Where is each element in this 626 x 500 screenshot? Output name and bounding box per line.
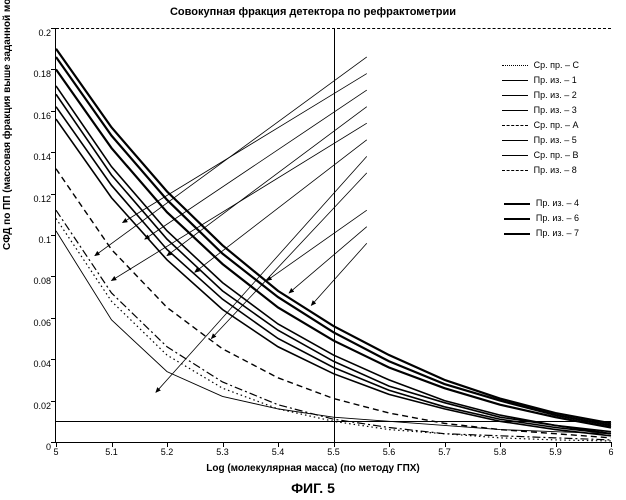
legend-item-C: Ср. пр. – C <box>502 58 579 73</box>
vertical-ref-line <box>334 28 335 442</box>
y-tick-label: 0.02 <box>33 401 56 411</box>
legend-swatch <box>502 65 528 66</box>
legend-item-4: Пр. из. – 4 <box>504 196 579 211</box>
y-tick-label: 0.06 <box>33 318 56 328</box>
legend-group-1: Пр. из. – 4Пр. из. – 6Пр. из. – 7 <box>504 196 579 241</box>
legend-item-6: Пр. из. – 6 <box>504 211 579 226</box>
legend-label: Пр. из. – 2 <box>534 88 577 103</box>
legend-label: Ср. пр. – C <box>534 58 579 73</box>
callout-arrow <box>156 156 367 392</box>
legend-label: Пр. из. – 7 <box>536 226 579 241</box>
legend-item-2: Пр. из. – 2 <box>502 88 579 103</box>
legend-item-3: Пр. из. – 3 <box>502 103 579 118</box>
legend-swatch <box>502 170 528 171</box>
legend-swatch <box>502 110 528 111</box>
y-tick-label: 0.04 <box>33 359 56 369</box>
y-tick-label: 0.16 <box>33 111 56 121</box>
y-tick-label: 0.18 <box>33 69 56 79</box>
legend-swatch <box>502 80 528 81</box>
legend-item-5: Пр. из. – 5 <box>502 133 579 148</box>
legend-label: Пр. из. – 6 <box>536 211 579 226</box>
y-axis-label: СФД по ПП (массовая фракция выше заданно… <box>2 0 13 250</box>
legend-label: Пр. из. – 8 <box>534 163 577 178</box>
legend-swatch <box>502 140 528 141</box>
y-tick-label: 0.12 <box>33 194 56 204</box>
legend-item-B: Ср. пр. – B <box>502 148 579 163</box>
legend-swatch <box>502 155 528 156</box>
figure-caption: ФИГ. 5 <box>0 480 626 496</box>
legend-label: Ср. пр. – A <box>534 118 579 133</box>
x-axis-label: Log (молекулярная масса) (по методу ГПХ) <box>0 463 626 474</box>
legend-label: Ср. пр. – B <box>534 148 579 163</box>
legend-label: Пр. из. – 5 <box>534 133 577 148</box>
callout-arrow <box>123 74 367 223</box>
legend-label: Пр. из. – 3 <box>534 103 577 118</box>
y-tick-label: 0.2 <box>38 28 56 38</box>
legend-swatch <box>504 203 530 205</box>
legend-swatch <box>504 218 530 220</box>
legend-swatch <box>504 233 530 235</box>
y-tick-label: 0.08 <box>33 276 56 286</box>
legend-item-1: Пр. из. – 1 <box>502 73 579 88</box>
legend-item-A: Ср. пр. – A <box>502 118 579 133</box>
callout-arrow <box>267 210 367 280</box>
legend-item-8: Пр. из. – 8 <box>502 163 579 178</box>
chart-title: Совокупная фракция детектора по рефракто… <box>0 6 626 18</box>
chart-root: Совокупная фракция детектора по рефракто… <box>0 0 626 500</box>
legend-swatch <box>502 125 528 126</box>
legend-swatch <box>502 95 528 96</box>
y-tick-label: 0.14 <box>33 152 56 162</box>
callout-arrow <box>311 243 367 305</box>
top-dash-line <box>56 28 611 29</box>
y-tick-label: 0.1 <box>38 235 56 245</box>
plot-area: 00.020.040.060.080.10.120.140.160.180.25… <box>55 28 611 443</box>
callout-arrow <box>112 123 367 280</box>
legend-label: Пр. из. – 1 <box>534 73 577 88</box>
callout-arrow <box>289 227 367 293</box>
horizontal-ref-line <box>56 421 611 422</box>
legend-group-0: Ср. пр. – CПр. из. – 1Пр. из. – 2Пр. из.… <box>502 58 579 178</box>
legend-label: Пр. из. – 4 <box>536 196 579 211</box>
legend-item-7: Пр. из. – 7 <box>504 226 579 241</box>
